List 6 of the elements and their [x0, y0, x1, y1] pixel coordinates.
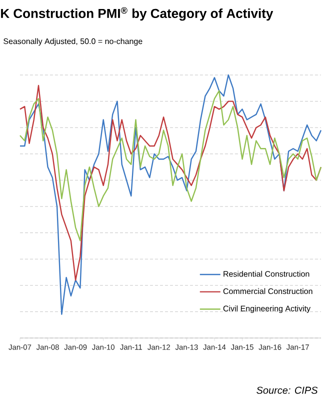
legend-label: Civil Engineering Activity: [223, 305, 311, 313]
chart-subtitle: Seasonally Adjusted, 50.0 = no-change: [4, 38, 142, 46]
legend-label: Residential Construction: [224, 270, 310, 277]
chart-title: K Construction PMI$^{®}$ by Category of Activity: [1, 7, 274, 21]
legend-label: Commercial Construction: [223, 288, 312, 294]
source-note: Source: CIPS: [256, 386, 318, 394]
